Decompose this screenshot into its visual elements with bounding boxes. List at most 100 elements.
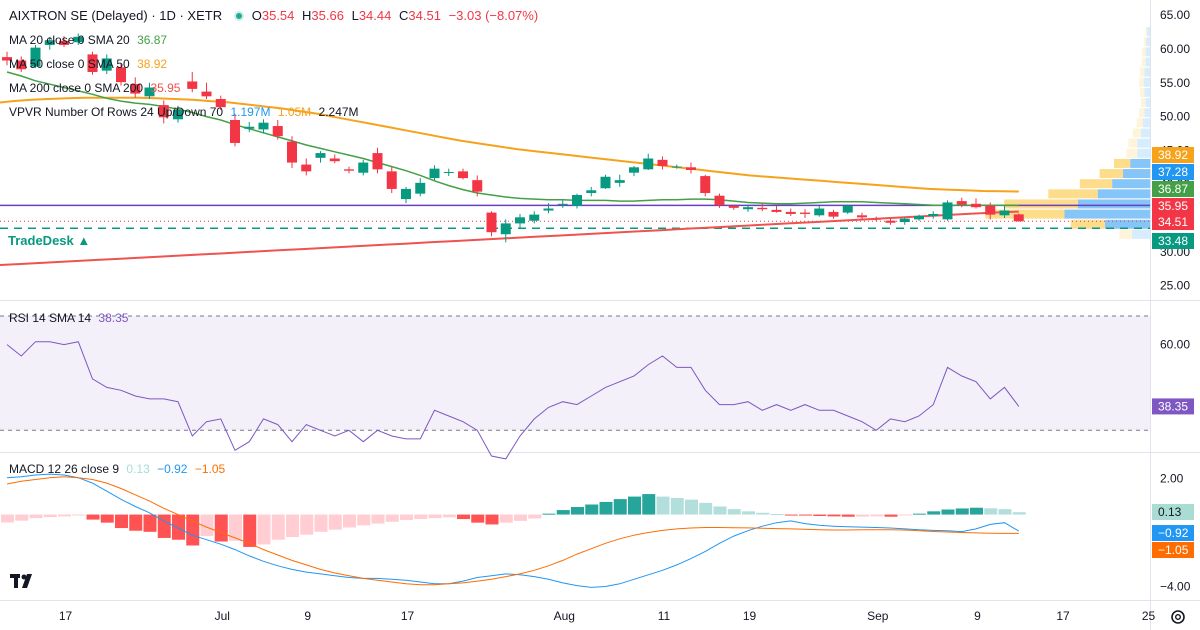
- macd-histogram-bar: [656, 496, 670, 515]
- macd-histogram-bar: [86, 514, 100, 520]
- candle: [73, 33, 84, 45]
- macd-histogram-bar: [713, 506, 727, 515]
- macd-histogram-bar: [314, 514, 328, 532]
- candle-body: [771, 209, 782, 212]
- macd-legend[interactable]: MACD 12 26 close 9 0.13 −0.92 −1.05: [9, 461, 229, 477]
- time-axis-tick-label: Jul: [215, 609, 230, 623]
- macd-axis-tick-label: −4.00: [1160, 579, 1191, 593]
- candle: [116, 63, 126, 86]
- candle-body: [272, 126, 283, 137]
- macd-histogram-bar: [200, 514, 214, 537]
- vpvr-up-bar: [1141, 128, 1150, 138]
- rsi-value-label: 38.35: [1158, 399, 1188, 413]
- macd-signal-line: [6, 476, 1019, 586]
- candle-body: [814, 208, 825, 216]
- macd-signal-value: −1.05: [194, 462, 226, 476]
- macd-histogram-bar: [585, 504, 599, 515]
- candle-body: [59, 40, 69, 45]
- candle: [728, 204, 739, 210]
- macd-hist-value: 0.13: [126, 462, 150, 476]
- macd-histogram-bar: [371, 514, 385, 524]
- candle: [500, 219, 511, 243]
- candle-body: [515, 217, 525, 224]
- macd-histogram-bar: [15, 514, 29, 521]
- macd-histogram-bar: [670, 498, 684, 515]
- candle: [686, 162, 696, 174]
- macd-histogram-bar: [727, 509, 741, 515]
- vpvr-up: 1.197M: [230, 105, 271, 119]
- ma20-label: MA 20 close 0 SMA 20: [9, 33, 130, 47]
- vpvr-down-bar: [1139, 108, 1145, 118]
- candle: [842, 204, 853, 214]
- candle: [472, 175, 483, 197]
- price-label-bg: [1152, 198, 1194, 214]
- candle-body: [586, 190, 597, 193]
- tradingview-logo-icon[interactable]: [8, 568, 38, 594]
- settings-gear-icon[interactable]: [1171, 610, 1185, 624]
- rsi-axis-tick-label: 60.00: [1160, 338, 1190, 352]
- vpvr-up-bar: [1132, 229, 1150, 239]
- vpvr-down-bar: [1126, 148, 1138, 158]
- macd-histogram-bar: [414, 514, 428, 520]
- macd-axis-label: −0.92: [1158, 526, 1189, 540]
- candle-body: [101, 58, 112, 71]
- vpvr-total: 2.247M: [318, 105, 359, 119]
- ma200-legend[interactable]: MA 200 close 0 SMA 200 35.95: [9, 80, 184, 96]
- candle: [443, 168, 454, 177]
- candle: [258, 119, 269, 134]
- ma20-legend[interactable]: MA 20 close 0 SMA 20 36.87: [9, 32, 171, 48]
- vpvr-up-bar: [1144, 108, 1150, 118]
- symbol-title[interactable]: AIXTRON SE (Delayed) · 1D · XETR: [9, 8, 223, 23]
- candle: [629, 165, 639, 177]
- candle-body: [800, 212, 810, 214]
- macd-histogram-bar: [457, 514, 470, 520]
- candle-body: [857, 215, 867, 218]
- macd-histogram-bar: [29, 514, 43, 519]
- ma50-legend[interactable]: MA 50 close 0 SMA 50 38.92: [9, 56, 171, 72]
- vpvr-up-bar: [1105, 219, 1150, 229]
- candle: [187, 71, 198, 93]
- candle: [543, 203, 554, 214]
- candle: [757, 203, 768, 212]
- vpvr-legend[interactable]: VPVR Number Of Rows 24 Up/Down 70 1.197M…: [9, 104, 363, 120]
- candle-body: [201, 91, 212, 97]
- ohlc-close-label: C: [399, 8, 409, 23]
- macd-histogram-bar: [542, 513, 556, 515]
- candle-body: [415, 182, 426, 194]
- macd-histogram-bar: [642, 494, 656, 515]
- candle: [230, 113, 240, 147]
- ma50-line: [0, 96, 1019, 193]
- candle: [329, 154, 340, 164]
- rsi-legend[interactable]: RSI 14 SMA 14 38.35: [9, 310, 132, 326]
- candle: [144, 82, 155, 100]
- price-label: 37.28: [1158, 165, 1188, 179]
- price-axis-tick-label: 65.00: [1160, 8, 1190, 22]
- macd-histogram-bar: [257, 514, 271, 545]
- time-axis-tick-label: 17: [401, 609, 415, 623]
- macd-hist-axis-label: 0.13: [1158, 505, 1182, 519]
- macd-histogram-bar: [72, 514, 86, 516]
- macd-histogram-bar: [927, 511, 941, 515]
- price-label: 36.87: [1158, 182, 1188, 196]
- macd-histogram-bar: [571, 507, 584, 515]
- candle-body: [258, 122, 269, 130]
- candle: [814, 205, 825, 217]
- market-status-icon: [234, 11, 245, 21]
- candle: [700, 174, 711, 197]
- brand-tag[interactable]: TradeDesk ▲: [8, 233, 91, 248]
- candle: [971, 198, 981, 209]
- candle: [857, 212, 867, 221]
- candle: [158, 100, 169, 124]
- candle: [771, 205, 782, 213]
- time-axis-tick-label: 25: [1142, 609, 1156, 623]
- candle-body: [458, 171, 468, 179]
- candle-body: [1013, 214, 1024, 222]
- candle: [671, 164, 682, 169]
- candle-body: [116, 67, 126, 83]
- vpvr-up-bar: [1064, 209, 1150, 219]
- macd-histogram-bar: [58, 514, 71, 517]
- candle-body: [928, 213, 939, 216]
- time-axis-tick-label: Aug: [554, 609, 575, 623]
- candle-body: [486, 212, 497, 233]
